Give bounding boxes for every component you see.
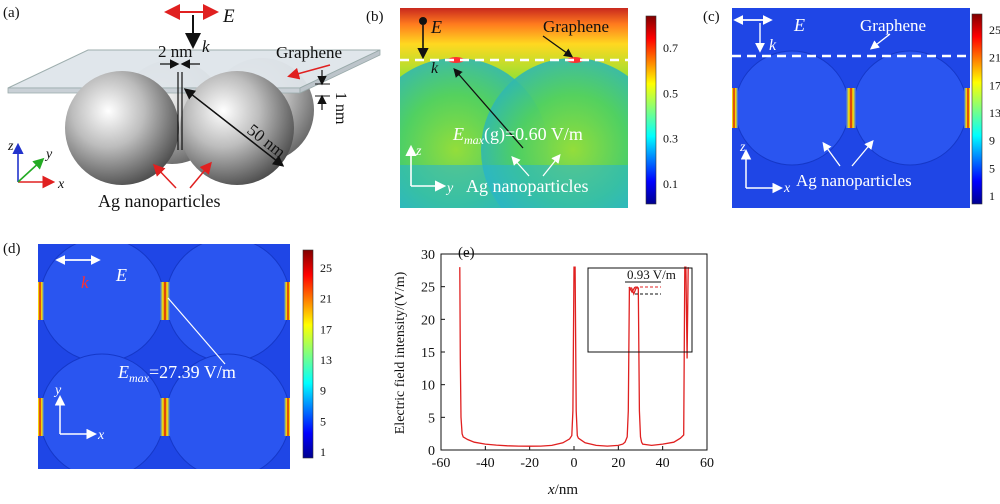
x-tick-label: 0 (571, 456, 578, 471)
panel-d-label: (d) (3, 241, 21, 257)
panel-c-e-label: E (793, 15, 805, 35)
panel-c-colorbar-tick: 13 (989, 106, 1000, 120)
y-tick-label: 15 (421, 346, 435, 361)
panel-d-colorbar-tick: 9 (320, 384, 326, 398)
y-tick-label: 20 (421, 313, 435, 328)
panel-c-axis-z: z (739, 140, 746, 155)
y-tick-label: 0 (428, 444, 435, 459)
panel-a-schematic: (a) E k Graphene 2 nm 50 nm 1 nm Ag nano… (3, 4, 381, 211)
x-tick-label: -20 (520, 456, 539, 471)
panel-d-k-label: k (81, 273, 89, 292)
x-tick-label: -40 (476, 456, 495, 471)
gap-label: 2 nm (158, 42, 192, 61)
panel-d-colorbar-tick: 1 (320, 445, 326, 459)
panel-b: (b) E k Graphene Emax(g)=0.60 V/m Ag nan… (363, 0, 693, 225)
k-vector-label: k (202, 37, 210, 56)
panel-b-colorbar (645, 15, 657, 205)
panel-d-colorbar-tick: 13 (320, 353, 332, 367)
panel-d-axis-x: x (97, 428, 105, 443)
axis-x-label: x (57, 177, 65, 192)
field-intensity-line (459, 266, 689, 447)
panel-c-graphene-label: Graphene (860, 16, 926, 35)
panel-c-colorbar-tick: 1 (989, 189, 995, 203)
axis-z-label: z (7, 139, 14, 154)
x-tick-label: 40 (656, 456, 670, 471)
panel-b-k-label: k (431, 60, 439, 77)
x-tick-label: -60 (432, 456, 451, 471)
x-axis-title: x/nm (547, 482, 578, 498)
panel-c: (c) E k Graphene Ag nanoparticles z x 25… (700, 0, 1000, 225)
ag-sphere-right (180, 71, 294, 185)
y-tick-label: 10 (421, 379, 435, 394)
panel-c-field-map: (c) E k Graphene Ag nanoparticles z x 25… (703, 8, 1000, 208)
panel-d-colorbar-tick: 5 (320, 414, 326, 428)
panel-b-label: (b) (366, 9, 384, 25)
panel-e-svg: -60 -40 -20 0 20 40 60 0 5 10 15 20 25 30 0.93 V/m (e… (393, 245, 714, 498)
panel-a: (a) E k Graphene 2 nm 50 nm 1 nm Ag nano… (0, 0, 385, 225)
panel-c-axis-x: x (783, 181, 791, 196)
panel-d-colorbar-tick: 17 (320, 322, 332, 336)
panel-d-e-label: E (115, 265, 127, 285)
ag-sphere-left (65, 71, 179, 185)
panel-b-field-map: (b) E k Graphene Emax(g)=0.60 V/m Ag nan… (366, 8, 678, 208)
panel-c-colorbar-tick: 5 (989, 161, 995, 175)
panel-b-axis-z: z (415, 144, 422, 159)
panel-c-colorbar (971, 13, 983, 205)
panel-b-colorbar-tick: 0.3 (663, 132, 678, 146)
panel-d: (d) E k Emax=27.39 V/m y x 25 21 17 13 9 5 1 (0, 236, 360, 499)
zoom-inset-box (587, 267, 693, 353)
panel-c-colorbar-tick: 21 (989, 51, 1000, 65)
y-tick-label: 30 (421, 248, 435, 263)
e-field-label: E (222, 6, 235, 27)
y-axis-title: Electric field intensity/(V/m) (393, 271, 408, 434)
panel-b-colorbar-tick: 0.1 (663, 177, 678, 191)
panel-d-emax-label: Emax=27.39 V/m (117, 362, 236, 385)
panel-c-colorbar-tick: 17 (989, 78, 1000, 92)
panel-d-colorbar-tick: 25 (320, 261, 332, 275)
panel-c-k-label: k (769, 37, 777, 54)
panel-e-label: (e) (458, 245, 475, 261)
panel-c-ag-label: Ag nanoparticles (796, 171, 912, 190)
ag-nanoparticles-label: Ag nanoparticles (98, 191, 220, 211)
panel-c-colorbar-tick: 25 (989, 23, 1000, 37)
graphene-label: Graphene (276, 43, 342, 62)
panel-b-graphene-label: Graphene (543, 17, 609, 36)
panel-d-colorbar (302, 249, 314, 459)
panel-d-field-map: (d) E k Emax=27.39 V/m y x 25 21 17 13 9 5 1 (3, 241, 332, 469)
thickness-label: 1 nm (332, 92, 349, 125)
y-tick-label: 25 (421, 281, 435, 296)
x-tick-label: 20 (611, 456, 625, 471)
panel-e-chart: -60 -40 -20 0 20 40 60 0 5 10 15 20 25 30 0.93 V/m (e… (385, 236, 730, 499)
inset-annotation: 0.93 V/m (627, 267, 676, 282)
panel-d-colorbar-tick: 21 (320, 292, 332, 306)
panel-c-label: (c) (703, 9, 720, 25)
panel-b-emax-label: Emax(g)=0.60 V/m (452, 124, 583, 147)
panel-c-colorbar-tick: 9 (989, 134, 995, 148)
panel-b-colorbar-tick: 0.5 (663, 86, 678, 100)
panel-d-axis-y: y (53, 383, 62, 398)
panel-b-e-label: E (430, 17, 442, 37)
panel-b-colorbar-tick: 0.7 (663, 41, 678, 55)
axis-y-label: y (44, 147, 53, 162)
panel-b-ag-label: Ag nanoparticles (466, 176, 588, 196)
x-tick-label: 60 (700, 456, 714, 471)
panel-a-label: (a) (3, 5, 20, 21)
y-tick-label: 5 (428, 411, 435, 426)
panel-b-axis-y: y (445, 181, 454, 196)
